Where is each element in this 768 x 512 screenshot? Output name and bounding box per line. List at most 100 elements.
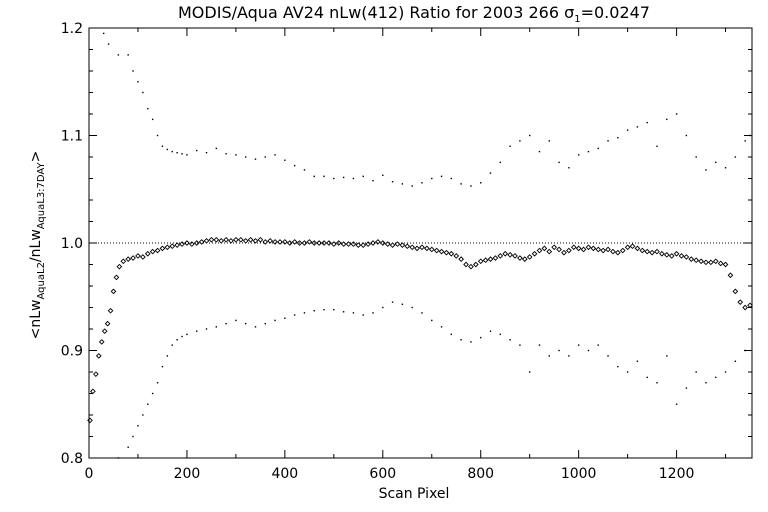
ratio-point bbox=[688, 256, 695, 262]
lower-bound-point bbox=[352, 312, 355, 314]
lower-bound-point bbox=[519, 344, 521, 346]
ratio-point bbox=[443, 249, 450, 256]
upper-bound-point bbox=[274, 154, 276, 156]
ratio-point bbox=[742, 304, 748, 311]
lower-bound-point bbox=[666, 355, 668, 357]
x-tick-label: 600 bbox=[369, 466, 396, 482]
upper-bound-point bbox=[695, 156, 697, 158]
upper-bound-point bbox=[421, 182, 423, 184]
ratio-point bbox=[727, 272, 734, 279]
ratio-point bbox=[580, 246, 587, 253]
lower-bound-point bbox=[411, 306, 413, 309]
ratio-point bbox=[526, 254, 533, 260]
lower-bound-point bbox=[460, 339, 462, 341]
upper-bound-point bbox=[528, 134, 531, 137]
ratio-point bbox=[610, 248, 616, 255]
upper-bound-point bbox=[362, 175, 364, 178]
lower-bound-point bbox=[617, 365, 619, 368]
upper-bound-point bbox=[538, 150, 541, 153]
upper-bound-point bbox=[161, 145, 164, 147]
lower-bound-point bbox=[705, 382, 707, 384]
lower-bound-point bbox=[715, 376, 717, 379]
ratio-point bbox=[306, 239, 313, 245]
lower-bound-point bbox=[391, 301, 394, 303]
ratio-point bbox=[678, 253, 685, 259]
upper-bound-point bbox=[102, 32, 105, 35]
ratio-point bbox=[703, 259, 709, 266]
lower-bound-point bbox=[607, 355, 609, 357]
upper-bound-point bbox=[646, 121, 648, 124]
ratio-point bbox=[472, 261, 479, 268]
upper-bound-point bbox=[749, 134, 751, 137]
x-tick-label: 400 bbox=[271, 466, 298, 482]
lower-bound-point bbox=[470, 341, 472, 343]
ratio-point bbox=[218, 238, 225, 244]
ratio-point bbox=[87, 417, 93, 424]
ratio-point bbox=[463, 261, 469, 268]
ratio-point bbox=[95, 353, 102, 359]
ratio-point bbox=[531, 250, 538, 257]
upper-bound-point bbox=[176, 152, 178, 154]
lower-bound-point bbox=[568, 355, 570, 357]
lower-bound-point bbox=[127, 446, 129, 448]
ratio-point bbox=[130, 255, 136, 261]
upper-bound-point bbox=[181, 153, 183, 155]
ratio-point bbox=[717, 260, 724, 267]
ratio-point bbox=[566, 247, 572, 254]
ratio-point bbox=[350, 241, 357, 247]
ratio-point bbox=[360, 242, 367, 248]
ratio-point bbox=[624, 244, 631, 251]
ratio-point bbox=[164, 244, 171, 251]
upper-bound-point bbox=[186, 154, 188, 156]
x-axis-label: Scan Pixel bbox=[379, 486, 450, 502]
lower-bound-point bbox=[196, 330, 198, 332]
ratio-point bbox=[370, 240, 376, 246]
ratio-point bbox=[536, 247, 543, 254]
ratio-point bbox=[414, 245, 420, 252]
ratio-point bbox=[585, 244, 592, 251]
lower-bound-point bbox=[284, 317, 286, 319]
upper-bound-point bbox=[151, 118, 154, 121]
ratio-point bbox=[326, 240, 332, 246]
lower-bound-point bbox=[362, 314, 364, 316]
lower-bound-point bbox=[166, 355, 169, 357]
lower-bound-point bbox=[176, 339, 178, 341]
ratio-point bbox=[154, 247, 161, 254]
ratio-point bbox=[116, 263, 123, 270]
ratio-point bbox=[286, 240, 293, 246]
ratio-point bbox=[107, 307, 114, 314]
upper-bound-point bbox=[156, 134, 159, 137]
ratio-point bbox=[668, 253, 675, 259]
upper-bound-point bbox=[489, 172, 492, 174]
lower-bound-series bbox=[117, 301, 746, 459]
upper-bound-point bbox=[636, 126, 639, 128]
upper-bound-point bbox=[147, 107, 149, 110]
ratio-point bbox=[174, 242, 180, 248]
upper-bound-point bbox=[107, 43, 110, 45]
upper-bound-point bbox=[626, 129, 629, 131]
ratio-point bbox=[257, 236, 264, 243]
lower-bound-point bbox=[695, 371, 697, 373]
x-tick-label: 200 bbox=[174, 466, 201, 482]
ratio-point bbox=[184, 240, 190, 246]
ratio-point bbox=[541, 245, 548, 252]
upper-bound-point bbox=[313, 175, 315, 178]
ratio-point bbox=[262, 239, 269, 245]
ratio-point bbox=[512, 253, 518, 259]
upper-bound-point bbox=[509, 145, 511, 147]
ratio-point bbox=[135, 253, 141, 259]
x-tick-label: 0 bbox=[85, 466, 94, 482]
ratio-point bbox=[149, 248, 156, 255]
upper-bound-point bbox=[617, 136, 619, 139]
ratio-point bbox=[203, 238, 210, 244]
upper-bound-point bbox=[303, 169, 306, 171]
lower-bound-point bbox=[685, 387, 688, 389]
ratio-point bbox=[355, 242, 362, 248]
upper-bound-point bbox=[587, 150, 590, 153]
ratio-point bbox=[521, 256, 528, 262]
lower-bound-point bbox=[558, 349, 560, 352]
y-axis-label: <nLwAquaL2/nLwAquaL3:7DAY> bbox=[28, 151, 47, 340]
ratio-point bbox=[654, 248, 660, 255]
ratio-point bbox=[409, 244, 416, 251]
upper-bound-point bbox=[264, 156, 266, 158]
